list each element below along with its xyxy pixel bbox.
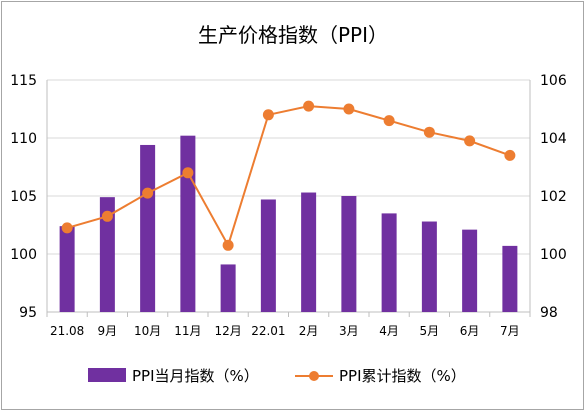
y-left-tick-label: 110	[10, 131, 37, 147]
bar	[462, 229, 478, 312]
x-tick-label: 5月	[420, 324, 440, 338]
series-line	[66, 105, 511, 248]
bar	[341, 196, 357, 312]
bar	[381, 213, 397, 312]
y-right-tick-label: 100	[540, 247, 567, 263]
line-point	[262, 109, 274, 121]
y-left-tick-label: 105	[10, 189, 37, 205]
x-tick-label: 7月	[500, 324, 520, 338]
line-point	[464, 135, 476, 147]
legend-bar-label: PPI当月指数（%）	[132, 367, 259, 385]
line-point	[423, 126, 435, 138]
x-tick-label: 12月	[214, 324, 241, 338]
bar	[260, 199, 276, 312]
y-right-tick-label: 106	[540, 73, 567, 89]
legend: PPI当月指数（%） PPI累计指数（%）	[88, 367, 466, 385]
x-axis: 21.08 9月 10月 11月 12月 22.01 2月 3月 4月 5月 6月 7月	[50, 324, 520, 338]
bar	[59, 226, 75, 312]
x-tick-label: 9月	[98, 324, 118, 338]
bar	[99, 197, 115, 312]
x-tick-label: 21.08	[50, 324, 84, 338]
y-left-tick-label: 115	[10, 73, 37, 89]
y-right-tick-label: 104	[540, 131, 567, 147]
x-tick-label: 6月	[460, 324, 480, 338]
line-point	[61, 222, 73, 234]
line-series	[61, 100, 516, 251]
y-left-tick-label: 100	[10, 247, 37, 263]
bar	[502, 245, 518, 312]
legend-line-marker	[309, 371, 319, 381]
line-point	[303, 100, 315, 112]
x-tick-label: 11月	[174, 324, 201, 338]
x-tick-label: 2月	[299, 324, 319, 338]
x-tick-label: 10月	[134, 324, 161, 338]
bar	[140, 144, 156, 312]
bar	[421, 221, 437, 312]
legend-line-label: PPI累计指数（%）	[339, 367, 466, 385]
line-point	[182, 167, 194, 179]
y-right-tick-label: 98	[540, 305, 558, 321]
line-point	[142, 187, 154, 199]
line-point	[504, 149, 516, 161]
y-right-tick-label: 102	[540, 189, 567, 205]
line-point	[222, 239, 234, 251]
x-tick-label: 22.01	[251, 324, 285, 338]
line-point	[101, 210, 113, 222]
grid-lines	[46, 79, 531, 317]
chart-title: 生产价格指数（PPI）	[198, 23, 388, 47]
bar-series	[59, 135, 518, 312]
legend-bar-swatch	[88, 368, 126, 382]
y-axis-left: 95 100 105 110 115	[10, 73, 37, 321]
bar	[180, 135, 196, 312]
bar	[220, 264, 236, 312]
x-tick-label: 3月	[339, 324, 359, 338]
bar	[301, 192, 317, 312]
x-tick-label: 4月	[379, 324, 399, 338]
y-left-tick-label: 95	[19, 305, 37, 321]
y-axis-right: 98 100 102 104 106	[540, 73, 567, 321]
line-point	[343, 103, 355, 115]
line-point	[383, 115, 395, 127]
